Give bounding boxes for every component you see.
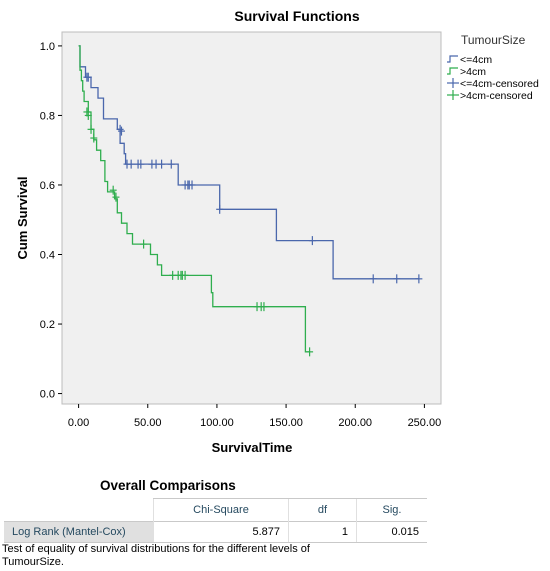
legend-line-swatch	[447, 67, 458, 75]
censored-marker	[140, 239, 148, 249]
legend-label: >4cm	[460, 66, 486, 78]
censored-marker	[260, 302, 268, 312]
x-tick-label: 250.00	[408, 417, 442, 429]
legend-item: <=4cm-censored	[447, 78, 539, 90]
legend-item: <=4cm	[447, 54, 492, 66]
x-tick-label: 50.00	[134, 417, 162, 429]
header-blank	[4, 499, 154, 522]
comparisons-title: Overall Comparisons	[100, 478, 236, 493]
chi-square-value: 5.877	[153, 521, 289, 543]
censored-marker	[216, 204, 224, 214]
censored-marker	[181, 270, 189, 280]
header-chi-square: Chi-Square	[153, 498, 289, 522]
header-sig: Sig.	[356, 498, 427, 522]
y-tick-label: 0.4	[40, 250, 55, 262]
censored-marker	[393, 274, 401, 284]
series-layer	[78, 45, 423, 357]
censored-marker	[87, 124, 95, 134]
censored-marker	[90, 133, 98, 143]
row-label: Log Rank (Mantel-Cox)	[4, 521, 154, 543]
sig-value: 0.015	[356, 521, 427, 543]
x-tick-label: 100.00	[200, 417, 234, 429]
footnote: Test of equality of survival distributio…	[2, 543, 310, 568]
censored-marker	[369, 274, 377, 284]
censored-marker	[84, 72, 92, 82]
x-axis: 0.00 50.00 100.00 150.00 200.00 250.00	[68, 404, 441, 429]
series-line-le4cm	[78, 45, 419, 280]
y-axis: 0.0 0.2 0.4 0.6 0.8 1.0	[40, 41, 62, 401]
x-tick-label: 150.00	[269, 417, 303, 429]
censored-marker	[167, 159, 175, 169]
censored-marker	[127, 159, 135, 169]
comparisons-header-row: Chi-Square df Sig.	[4, 498, 427, 522]
legend-label: <=4cm	[460, 54, 492, 66]
censored-marker	[117, 126, 125, 136]
censored-marker	[415, 274, 423, 284]
censored-marker	[308, 236, 316, 246]
y-axis-label: Cum Survival	[15, 176, 30, 259]
censored-marker	[84, 110, 92, 120]
legend: TumourSize <=4cm>4cm<=4cm-censored>4cm-c…	[447, 33, 539, 102]
series-line-gt4cm	[78, 45, 310, 353]
legend-label: <=4cm-censored	[460, 78, 539, 90]
header-df: df	[288, 498, 357, 522]
y-tick-label: 0.6	[40, 180, 55, 192]
x-tick-label: 200.00	[338, 417, 372, 429]
df-value: 1	[288, 521, 357, 543]
table-row: Log Rank (Mantel-Cox) 5.877 1 0.015	[4, 521, 427, 543]
legend-item: >4cm	[447, 66, 486, 78]
censored-marker	[188, 180, 196, 190]
legend-item: >4cm-censored	[447, 90, 533, 102]
censored-marker	[137, 159, 145, 169]
y-tick-label: 0.8	[40, 110, 55, 122]
censored-marker	[116, 124, 124, 134]
y-tick-label: 1.0	[40, 41, 55, 53]
comparisons-table: Chi-Square df Sig. Log Rank (Mantel-Cox)…	[4, 498, 427, 543]
plot-area	[61, 31, 442, 405]
censored-marker	[158, 159, 166, 169]
y-tick-label: 0.2	[40, 319, 55, 331]
x-tick-label: 0.00	[68, 417, 89, 429]
y-tick-label: 0.0	[40, 389, 55, 401]
legend-title: TumourSize	[461, 33, 526, 47]
x-axis-label: SurvivalTime	[212, 440, 293, 455]
censored-marker	[109, 185, 117, 195]
legend-label: >4cm-censored	[460, 90, 533, 102]
censored-marker	[306, 347, 314, 357]
chart-title: Survival Functions	[234, 8, 359, 24]
survival-chart: Survival Functions 0.0 0.2 0.4 0.6 0.8 1.0 0.…	[15, 8, 539, 455]
legend-line-swatch	[447, 55, 458, 63]
censored-marker	[112, 192, 120, 202]
